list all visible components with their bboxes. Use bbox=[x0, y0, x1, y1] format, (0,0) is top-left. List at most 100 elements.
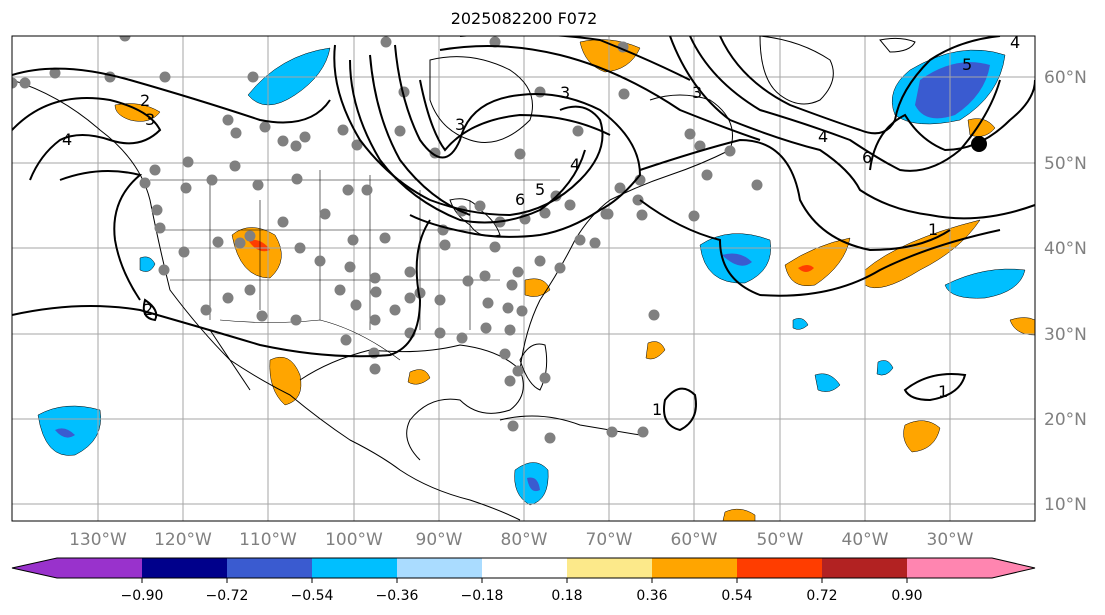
lon-label: 120°W bbox=[154, 530, 212, 550]
station-marker bbox=[351, 139, 363, 151]
station-marker bbox=[252, 179, 264, 191]
contour bbox=[869, 79, 1035, 171]
station-marker bbox=[342, 184, 354, 196]
station-marker bbox=[212, 236, 224, 248]
station-marker bbox=[340, 334, 352, 346]
contour bbox=[12, 67, 331, 124]
lon-label: 130°W bbox=[69, 530, 127, 550]
station-marker bbox=[539, 372, 551, 384]
station-marker bbox=[504, 324, 516, 336]
shade-orange bbox=[722, 508, 756, 521]
contour-label: 2 bbox=[140, 91, 150, 110]
shade-orange bbox=[784, 237, 851, 287]
low-center-marker bbox=[971, 136, 987, 152]
colorbar-segment bbox=[312, 558, 397, 578]
contour bbox=[689, 36, 1001, 172]
station-marker bbox=[180, 182, 192, 194]
shade-blue bbox=[944, 268, 1026, 299]
shade-orange bbox=[407, 369, 431, 385]
station-marker bbox=[506, 279, 518, 291]
lat-label: 20°N bbox=[1044, 410, 1087, 430]
station-marker bbox=[482, 297, 494, 309]
contour bbox=[12, 219, 431, 358]
station-marker bbox=[632, 194, 644, 206]
contour-label: 6 bbox=[862, 148, 872, 167]
station-marker bbox=[618, 88, 630, 100]
colorbar-tick-label: 0.36 bbox=[636, 588, 667, 604]
station-marker bbox=[694, 140, 706, 152]
colorbar-segment bbox=[567, 558, 652, 578]
station-marker bbox=[688, 210, 700, 222]
station-marker bbox=[347, 234, 359, 246]
station-marker bbox=[299, 131, 311, 143]
contour bbox=[369, 54, 471, 216]
shade-orange bbox=[645, 341, 666, 360]
anomaly-shading bbox=[37, 39, 1035, 521]
station-marker bbox=[139, 177, 151, 189]
colorbar-segment bbox=[992, 558, 1035, 578]
lat-label: 60°N bbox=[1044, 68, 1087, 88]
station-marker bbox=[414, 287, 426, 299]
colorbar-segment bbox=[907, 558, 992, 578]
contour-label: 5 bbox=[962, 55, 972, 74]
shade-orange bbox=[903, 420, 941, 453]
contour-label: 4 bbox=[818, 127, 828, 146]
station-marker bbox=[434, 327, 446, 339]
hudson-bay bbox=[429, 56, 533, 143]
shade-blue bbox=[876, 360, 894, 376]
station-marker bbox=[648, 309, 660, 321]
contour-label: 1 bbox=[938, 382, 948, 401]
contour-label: 5 bbox=[535, 180, 545, 199]
colorbar-tick-label: 0.72 bbox=[806, 588, 837, 604]
station-marker bbox=[701, 169, 713, 181]
shade-blue-dark bbox=[527, 477, 540, 492]
station-marker bbox=[684, 128, 696, 140]
lon-label: 110°W bbox=[239, 530, 297, 550]
station-marker bbox=[479, 270, 491, 282]
station-marker bbox=[614, 182, 626, 194]
station-marker bbox=[456, 332, 468, 344]
station-marker bbox=[404, 292, 416, 304]
station-marker bbox=[222, 292, 234, 304]
station-marker bbox=[229, 160, 241, 172]
station-marker bbox=[244, 230, 256, 242]
lat-label: 30°N bbox=[1044, 325, 1087, 345]
map-title: 2025082200 F072 bbox=[450, 9, 598, 28]
station-marker bbox=[314, 255, 326, 267]
shade-orange bbox=[524, 278, 551, 297]
contour-label: 3 bbox=[145, 110, 155, 129]
station-marker bbox=[344, 261, 356, 273]
latitude-labels: 60°N 50°N 40°N 30°N 20°N 10°N bbox=[1044, 68, 1087, 515]
station-marker bbox=[751, 179, 763, 191]
station-marker bbox=[206, 174, 218, 186]
station-marker bbox=[637, 426, 649, 438]
contour bbox=[333, 44, 604, 217]
contour bbox=[639, 138, 951, 252]
station-marker bbox=[439, 239, 451, 251]
lon-label: 60°W bbox=[671, 530, 718, 550]
station-marker bbox=[290, 314, 302, 326]
colorbar-segment bbox=[227, 558, 312, 578]
contour bbox=[669, 36, 1035, 220]
lon-label: 30°W bbox=[927, 530, 974, 550]
station-marker bbox=[337, 124, 349, 136]
lon-label: 50°W bbox=[757, 530, 804, 550]
contour bbox=[439, 45, 761, 141]
lon-label: 70°W bbox=[586, 530, 633, 550]
contour-labels: 2 3 4 3 6 5 4 3 3 4 6 5 1 1 1 2 4 bbox=[62, 36, 1020, 419]
colorbar-tick-label: −0.18 bbox=[461, 588, 504, 604]
contour bbox=[142, 298, 158, 322]
contour bbox=[59, 170, 143, 301]
station-marker bbox=[589, 237, 601, 249]
station-marker bbox=[434, 294, 446, 306]
station-marker bbox=[369, 314, 381, 326]
contour bbox=[349, 59, 586, 224]
station-marker bbox=[369, 272, 381, 284]
contour bbox=[639, 199, 1001, 297]
contour bbox=[394, 44, 642, 238]
shade-blue-dark bbox=[915, 62, 990, 119]
colorbar-segment bbox=[397, 558, 482, 578]
station-marker bbox=[462, 275, 474, 287]
station-marker bbox=[499, 348, 511, 360]
